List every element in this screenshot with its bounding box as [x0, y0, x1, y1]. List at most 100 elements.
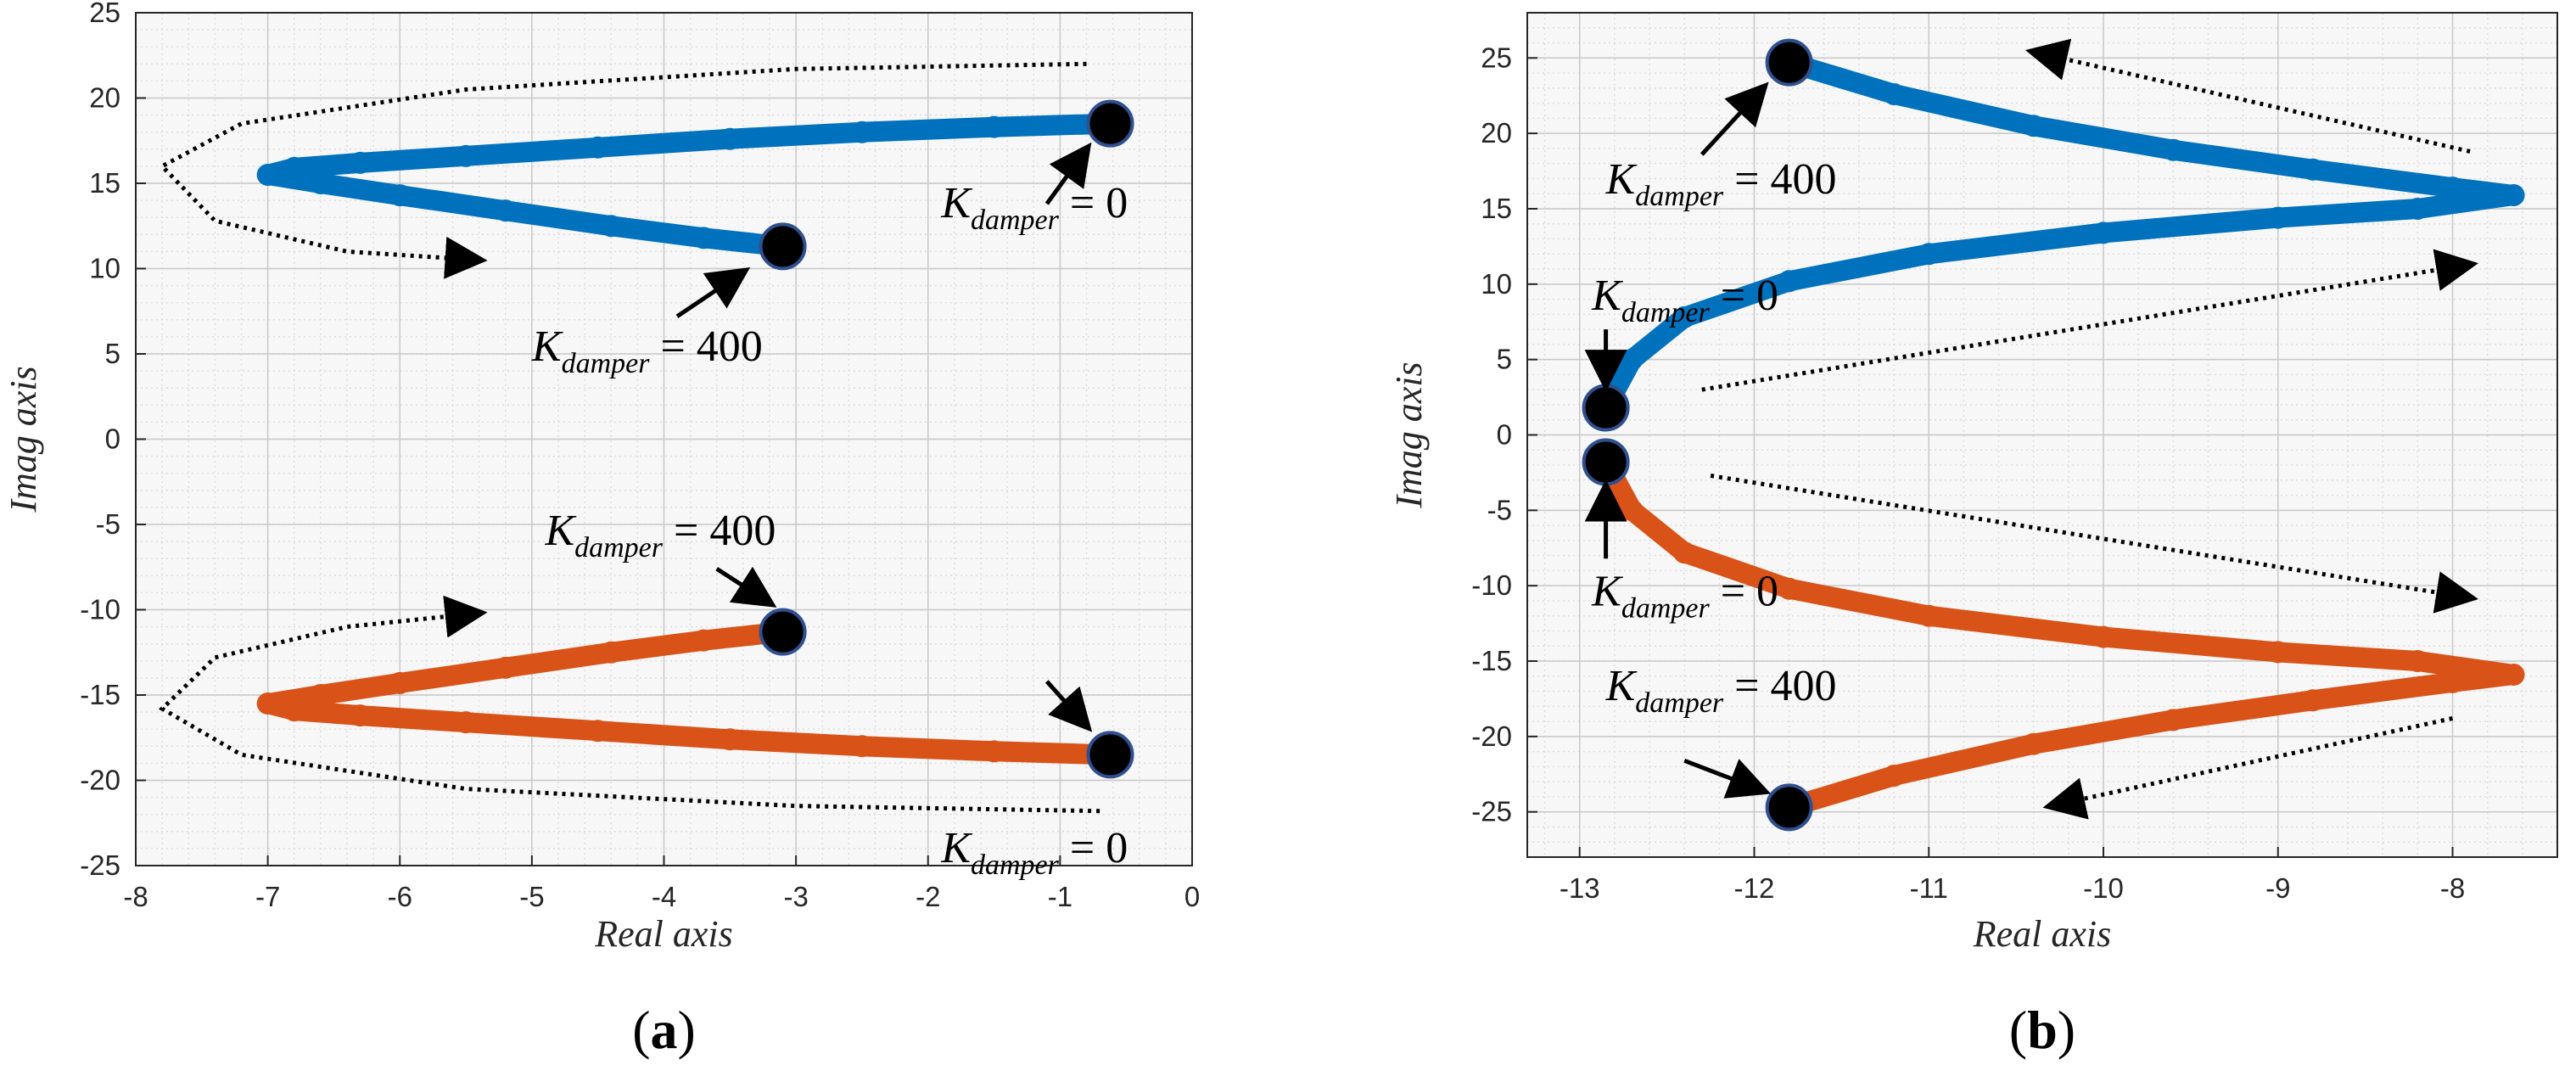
locus-point — [600, 641, 623, 664]
endpoint-marker — [1086, 99, 1134, 148]
y-tick-label: -20 — [80, 765, 120, 796]
locus-point — [2162, 709, 2185, 732]
annotation-label: Kdamper = 0 — [1591, 567, 1778, 624]
locus-point — [283, 156, 305, 179]
x-tick-label: -2 — [916, 881, 940, 912]
locus-point — [455, 144, 478, 167]
locus-point — [2022, 732, 2045, 755]
annotation-arrow — [1044, 680, 1093, 732]
locus-point — [455, 711, 478, 734]
y-tick-label: 0 — [105, 423, 120, 455]
locus-point — [1778, 577, 1800, 600]
locus-point — [1673, 306, 1696, 328]
dotted-guide-arrow — [1701, 249, 2478, 392]
x-tick-label: -11 — [1910, 872, 1948, 904]
endpoint-marker — [759, 608, 807, 656]
locus-point — [692, 629, 715, 652]
y-tick-label: -20 — [1471, 720, 1512, 752]
locus-point — [2092, 221, 2115, 244]
y-axis-label: Imag axis — [3, 366, 44, 513]
locus-point — [2406, 197, 2429, 220]
locus-point — [600, 215, 623, 238]
locus-point — [2162, 138, 2185, 161]
dotted-guide-arrow — [1710, 474, 2478, 614]
x-tick-label: -10 — [2083, 872, 2124, 904]
locus-point — [389, 671, 412, 694]
locus-point — [692, 227, 715, 249]
annotation-label: Kdamper = 400 — [1605, 662, 1837, 719]
locus-point — [2092, 625, 2115, 648]
locus-point — [256, 163, 279, 186]
x-tick-label: -9 — [2265, 872, 2290, 904]
x-tick-label: 0 — [1184, 881, 1200, 912]
endpoint-marker — [1086, 731, 1134, 779]
locus-point — [349, 151, 372, 174]
y-tick-label: 20 — [89, 82, 120, 114]
locus-point — [983, 115, 1005, 138]
x-tick-label: -8 — [123, 881, 148, 912]
locus-point — [2301, 158, 2324, 181]
y-tick-label: 25 — [89, 0, 120, 28]
endpoint-marker — [1582, 438, 1630, 486]
endpoint-marker — [1582, 384, 1630, 432]
annotation-arrow — [1700, 81, 1769, 156]
locus-point — [2502, 664, 2525, 687]
locus-point — [256, 692, 279, 715]
y-tick-label: -5 — [1487, 494, 1512, 525]
locus-point — [309, 684, 332, 706]
y-tick-label: -25 — [80, 849, 120, 881]
locus-point — [1778, 270, 1800, 293]
locus-point — [2266, 641, 2289, 664]
annotation-arrow — [715, 566, 777, 608]
locus-point — [2441, 670, 2464, 693]
locus-point — [983, 740, 1005, 763]
annotation-label: Kdamper = 0 — [940, 179, 1128, 236]
annotation-arrow — [1683, 758, 1772, 799]
locus-point — [850, 735, 873, 758]
locus-point — [349, 704, 372, 727]
y-tick-label: 20 — [1481, 117, 1512, 149]
y-tick-label: -15 — [80, 679, 120, 710]
y-tick-label: -25 — [1471, 796, 1512, 827]
y-tick-label: -10 — [80, 594, 120, 625]
y-tick-label: 5 — [1497, 344, 1512, 375]
y-axis-label: Imag axis — [1388, 362, 1430, 508]
y-tick-label: -10 — [1471, 569, 1512, 601]
x-tick-label: -6 — [388, 881, 412, 912]
annotation-label: Kdamper = 0 — [1591, 272, 1778, 328]
y-tick-label: 15 — [1481, 193, 1512, 224]
x-tick-label: -4 — [652, 881, 676, 912]
locus-point — [1621, 348, 1644, 371]
annotation-label: Kdamper = 400 — [531, 322, 763, 379]
annotation-label: Kdamper = 400 — [1605, 155, 1837, 212]
annotation-arrow — [1044, 142, 1092, 205]
chart-panel-b: -13 -12 -11 -10 -9 -8 25 20 15 10 5 0 -5 -10 -15 -20 -25… — [1388, 12, 2558, 1060]
annotation-arrow — [675, 266, 751, 318]
endpoint-marker — [759, 222, 807, 271]
y-tick-label: 5 — [105, 338, 120, 369]
locus-point — [850, 121, 873, 143]
x-axis-label: Real axis — [1973, 913, 2112, 955]
locus-point — [494, 199, 517, 222]
x-axis-label: Real axis — [594, 913, 733, 955]
locus-point — [2301, 689, 2324, 712]
locus-point — [719, 728, 742, 751]
y-tick-label: -5 — [96, 508, 120, 540]
annotation-label: Kdamper = 0 — [940, 824, 1128, 881]
dotted-guide-arrow — [2042, 716, 2454, 820]
locus-point — [389, 184, 412, 207]
y-tick-label: 10 — [1481, 268, 1512, 300]
y-tick-label: -15 — [1471, 645, 1512, 676]
x-tick-label: -12 — [1734, 872, 1775, 904]
locus-point — [586, 720, 609, 743]
x-tick-label: -7 — [255, 881, 280, 912]
y-tick-label: 0 — [1497, 419, 1512, 451]
locus-point — [494, 656, 517, 679]
dotted-guide-arrow — [2024, 38, 2471, 154]
y-tick-label: 25 — [1481, 42, 1512, 73]
locus-point — [1621, 499, 1644, 522]
locus-point — [1918, 243, 1940, 266]
locus-point — [2266, 206, 2289, 229]
chart-panel-a: -8 -7 -6 -5 -4 -3 -2 -1 02520151050-5-10-15-20-2… — [3, 0, 1200, 1060]
